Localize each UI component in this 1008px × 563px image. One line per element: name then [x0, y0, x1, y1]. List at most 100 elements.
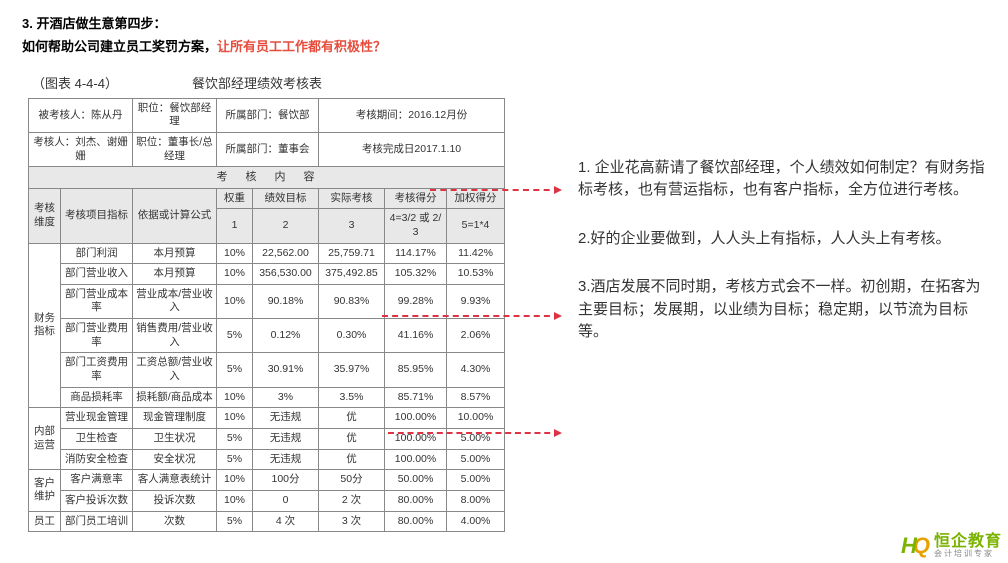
formula-cell: 投诉次数 — [133, 490, 217, 511]
actual-cell: 优 — [319, 408, 385, 429]
actual-cell: 90.83% — [319, 284, 385, 318]
dimension-cell: 员工 — [29, 511, 61, 532]
actual-cell: 25,759.71 — [319, 243, 385, 264]
actual-cell: 35.97% — [319, 353, 385, 387]
actual-cell: 优 — [319, 449, 385, 470]
col-header: 绩效目标 — [253, 188, 319, 209]
weight-cell: 5% — [217, 428, 253, 449]
info-cell: 考核期间：2016.12月份 — [319, 98, 505, 132]
score-cell: 100.00% — [385, 449, 447, 470]
weighted-cell: 5.00% — [447, 449, 505, 470]
actual-cell: 0.30% — [319, 319, 385, 353]
score-cell: 80.00% — [385, 490, 447, 511]
target-cell: 90.18% — [253, 284, 319, 318]
info-cell: 考核人：刘杰、谢姗姗 — [29, 133, 133, 167]
title-line-1: 3. 开酒店做生意第四步： — [22, 12, 986, 35]
col-header: 实际考核 — [319, 188, 385, 209]
info-cell: 职位：董事长/总经理 — [133, 133, 217, 167]
col-header: 依据或计算公式 — [133, 188, 217, 243]
target-cell: 无违规 — [253, 449, 319, 470]
target-cell: 无违规 — [253, 428, 319, 449]
title-line-2: 如何帮助公司建立员工奖罚方案，让所有员工工作都有积极性？ — [22, 35, 986, 58]
actual-cell: 2 次 — [319, 490, 385, 511]
sub-header: 4=3/2 或 2/3 — [385, 209, 447, 243]
weighted-cell: 2.06% — [447, 319, 505, 353]
item-cell: 客户满意率 — [61, 470, 133, 491]
note-2: 2.好的企业要做到，人人头上有指标，人人头上有考核。 — [578, 228, 988, 251]
arrow-line — [388, 432, 560, 434]
score-cell: 99.28% — [385, 284, 447, 318]
title-line-2-red: 让所有员工工作都有积极性？ — [217, 39, 386, 54]
weight-cell: 10% — [217, 408, 253, 429]
target-cell: 30.91% — [253, 353, 319, 387]
col-header: 权重 — [217, 188, 253, 209]
dimension-cell: 客户维护 — [29, 470, 61, 511]
col-header: 考核项目指标 — [61, 188, 133, 243]
brand-logo: H Q 恒企教育 会计培训专家 — [901, 533, 1002, 559]
item-cell: 部门员工培训 — [61, 511, 133, 532]
formula-cell: 现金管理制度 — [133, 408, 217, 429]
actual-cell: 优 — [319, 428, 385, 449]
sub-header: 5=1*4 — [447, 209, 505, 243]
score-cell: 50.00% — [385, 470, 447, 491]
weight-cell: 10% — [217, 243, 253, 264]
target-cell: 0.12% — [253, 319, 319, 353]
info-cell: 考核完成日2017.1.10 — [319, 133, 505, 167]
weight-cell: 10% — [217, 284, 253, 318]
logo-icon: H — [901, 533, 917, 559]
weighted-cell: 8.00% — [447, 490, 505, 511]
formula-cell: 损耗额/商品成本 — [133, 387, 217, 408]
item-cell: 部门营业收入 — [61, 264, 133, 285]
weighted-cell: 5.00% — [447, 470, 505, 491]
info-cell: 所属部门：董事会 — [217, 133, 319, 167]
item-cell: 消防安全检查 — [61, 449, 133, 470]
weight-cell: 10% — [217, 264, 253, 285]
dimension-cell: 内部运营 — [29, 408, 61, 470]
item-cell: 营业现金管理 — [61, 408, 133, 429]
formula-cell: 卫生状况 — [133, 428, 217, 449]
formula-cell: 本月预算 — [133, 243, 217, 264]
score-cell: 85.71% — [385, 387, 447, 408]
formula-cell: 客人满意表统计 — [133, 470, 217, 491]
logo-main-text: 恒企教育 — [934, 534, 1002, 550]
score-cell: 85.95% — [385, 353, 447, 387]
weight-cell: 5% — [217, 449, 253, 470]
actual-cell: 3.5% — [319, 387, 385, 408]
item-cell: 客户投诉次数 — [61, 490, 133, 511]
weight-cell: 10% — [217, 490, 253, 511]
item-cell: 商品损耗率 — [61, 387, 133, 408]
formula-cell: 工资总额/营业收入 — [133, 353, 217, 387]
arrow-line — [382, 315, 560, 317]
note-1: 1. 企业花高薪请了餐饮部经理，个人绩效如何制定？有财务指标考核，也有营运指标，… — [578, 157, 988, 202]
actual-cell: 375,492.85 — [319, 264, 385, 285]
score-cell: 100.00% — [385, 408, 447, 429]
score-cell: 41.16% — [385, 319, 447, 353]
target-cell: 22,562.00 — [253, 243, 319, 264]
dimension-cell: 财务指标 — [29, 243, 61, 408]
weighted-cell: 4.30% — [447, 353, 505, 387]
note-3: 3.酒店发展不同时期，考核方式会不一样。初创期，在拓客为主要目标；发展期，以业绩… — [578, 276, 988, 344]
weighted-cell: 9.93% — [447, 284, 505, 318]
target-cell: 3% — [253, 387, 319, 408]
target-cell: 100分 — [253, 470, 319, 491]
formula-cell: 营业成本/营业收入 — [133, 284, 217, 318]
weight-cell: 5% — [217, 511, 253, 532]
sub-header: 3 — [319, 209, 385, 243]
info-cell: 职位：餐饮部经理 — [133, 98, 217, 132]
score-cell: 80.00% — [385, 511, 447, 532]
sub-header: 1 — [217, 209, 253, 243]
weight-cell: 5% — [217, 353, 253, 387]
col-header: 考核维度 — [29, 188, 61, 243]
item-cell: 卫生检查 — [61, 428, 133, 449]
formula-cell: 次数 — [133, 511, 217, 532]
weight-cell: 5% — [217, 319, 253, 353]
target-cell: 无违规 — [253, 408, 319, 429]
target-cell: 0 — [253, 490, 319, 511]
section-header: 考核内容 — [29, 167, 505, 188]
logo-sub-text: 会计培训专家 — [934, 550, 1002, 558]
info-cell: 被考核人：陈从丹 — [29, 98, 133, 132]
table-section: （图表 4-4-4） 餐饮部经理绩效考核表 被考核人：陈从丹职位：餐饮部经理所属… — [28, 67, 508, 532]
weighted-cell: 8.57% — [447, 387, 505, 408]
notes-column: 1. 企业花高薪请了餐饮部经理，个人绩效如何制定？有财务指标考核，也有营运指标，… — [508, 67, 988, 532]
weight-cell: 10% — [217, 470, 253, 491]
